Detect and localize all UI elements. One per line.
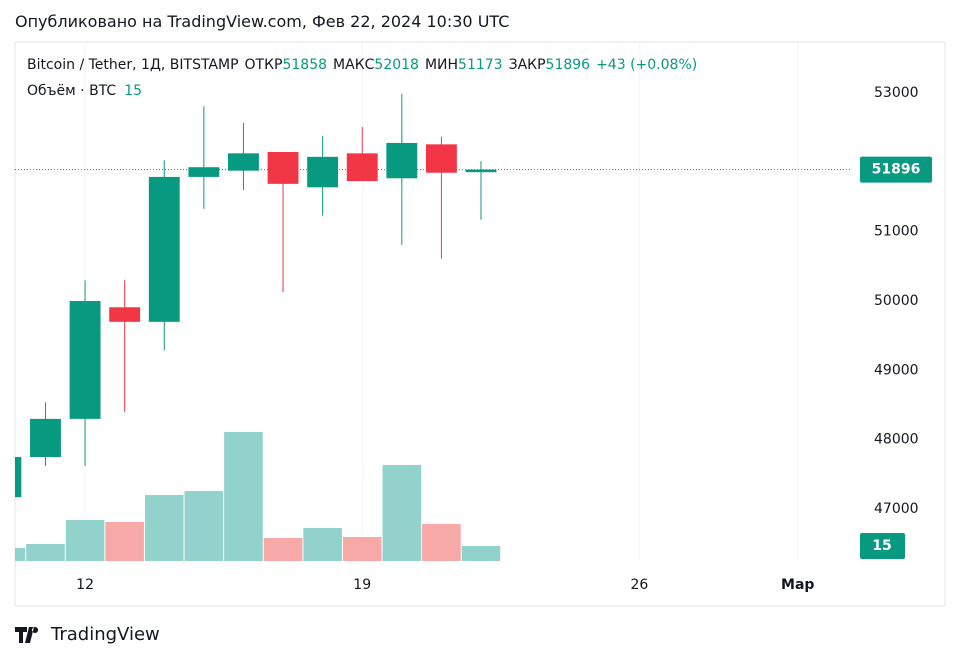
- volume-bar: [26, 544, 65, 561]
- candle-body: [346, 153, 378, 182]
- symbol-title: Bitcoin / Tether, 1Д, BITSTAMP: [27, 57, 239, 73]
- candle-body: [69, 301, 101, 419]
- candle-body: [148, 176, 180, 322]
- candle-body: [386, 142, 418, 179]
- x-tick-label: 12: [76, 577, 94, 593]
- volume-bar: [65, 520, 105, 561]
- low-label: МИН51173: [425, 57, 503, 73]
- label: МИН: [424, 57, 459, 73]
- y-tick-label: 50000: [874, 293, 919, 309]
- volume-value: 15: [124, 83, 143, 99]
- candle-body: [425, 144, 457, 173]
- volume-bar: [144, 495, 184, 561]
- logo[interactable]: TradingView: [15, 624, 160, 645]
- candle-body: [15, 457, 22, 498]
- last-volume-tag: [860, 533, 905, 559]
- change: +43 (+0.08%): [596, 57, 698, 73]
- publish-header: Опубликовано на TradingView.com, Фев 22,…: [15, 12, 510, 31]
- volume-bar: [224, 432, 263, 561]
- value: 52018: [374, 57, 419, 73]
- volume-bar: [15, 548, 26, 561]
- y-tick-label: 53000: [874, 85, 919, 101]
- volume-legend: Объём · BTC 15: [27, 83, 142, 99]
- candle-body: [188, 167, 220, 177]
- y-tick-label: 47000: [874, 501, 919, 517]
- volume-bar: [105, 522, 144, 561]
- x-tick-label: 19: [353, 577, 371, 593]
- label: ЗАКР: [508, 57, 546, 73]
- y-tick-label: 48000: [874, 432, 919, 448]
- volume-bar: [342, 537, 382, 561]
- volume-bar: [303, 528, 342, 561]
- candle-body: [307, 156, 339, 188]
- volume-label: Объём · BTC: [27, 83, 117, 99]
- volume-bar: [184, 491, 224, 561]
- y-tick-label: 51000: [874, 224, 919, 240]
- value: 51858: [282, 57, 328, 73]
- last-price-tag: [860, 156, 932, 183]
- label: ОТКР: [244, 57, 283, 73]
- x-tick-label: 26: [630, 577, 648, 593]
- volume-bar: [382, 465, 422, 561]
- x-tick-label: Мар: [781, 577, 814, 593]
- open-label: ОТКР51858: [245, 57, 328, 73]
- close-label: ЗАКР51896: [509, 57, 590, 73]
- high-label: МАКС52018: [333, 57, 419, 73]
- candle-body: [30, 418, 61, 458]
- legend: Bitcoin / Tether, 1Д, BITSTAMP ОТКР51858…: [27, 57, 697, 73]
- volume-bar: [461, 546, 501, 561]
- candle-body: [465, 169, 497, 173]
- chart-frame: [14, 41, 946, 607]
- value: 51173: [458, 57, 503, 73]
- volume-bar: [422, 524, 461, 561]
- logo-icon: [15, 626, 39, 643]
- candle-body: [267, 151, 299, 184]
- value: 51896: [545, 57, 591, 73]
- volume-bar: [263, 538, 303, 561]
- candle-body: [109, 307, 141, 322]
- logo-text: TradingView: [51, 624, 160, 645]
- last-price-label: 51896: [872, 162, 921, 178]
- y-tick-label: 49000: [874, 362, 919, 378]
- candle-body: [228, 153, 259, 171]
- label: МАКС: [333, 57, 375, 73]
- last-volume-label: 15: [872, 538, 891, 554]
